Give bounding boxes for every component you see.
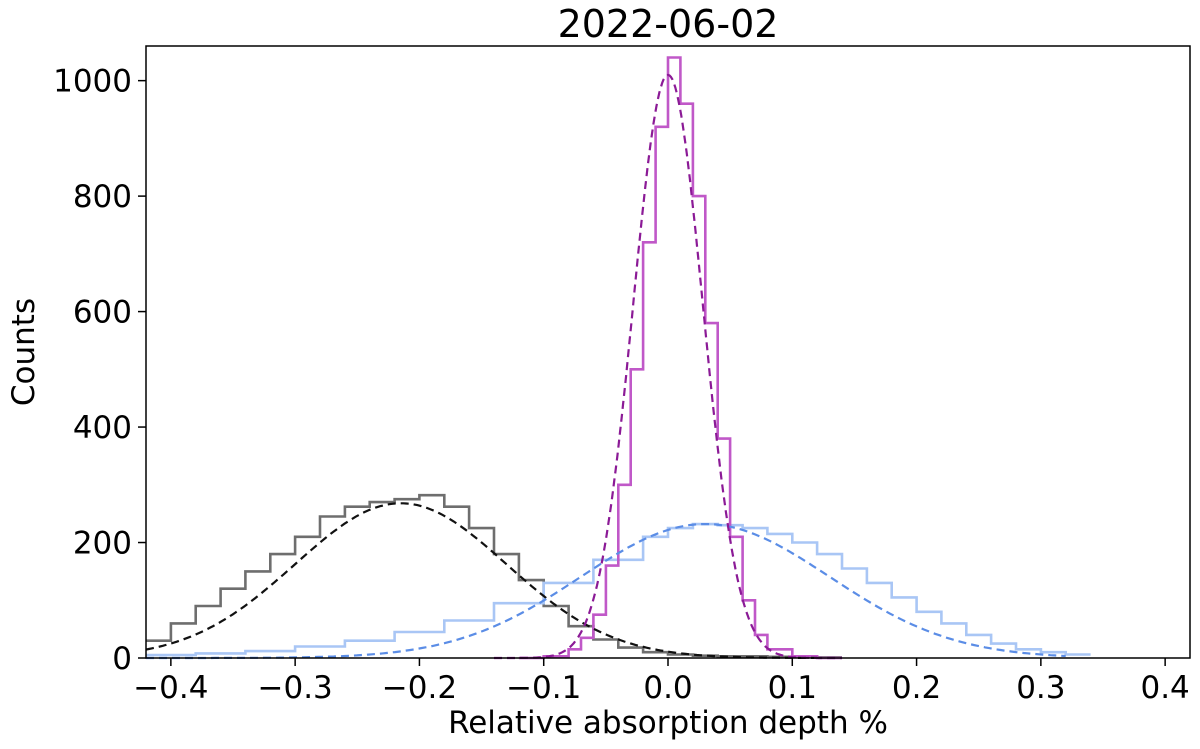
x-tick-label: −0.3 <box>258 670 333 706</box>
y-axis-label: Counts <box>6 298 42 406</box>
x-axis: −0.4 −0.3 −0.2 −0.1 0.0 0.1 0.2 0.3 0.4 <box>133 658 1190 706</box>
plot-area <box>145 56 1091 660</box>
x-tick-label: −0.2 <box>382 670 457 706</box>
x-tick-label: 0.4 <box>1140 670 1189 706</box>
y-tick-label: 1000 <box>53 64 132 100</box>
x-tick-label: −0.1 <box>506 670 581 706</box>
histogram-series-2 <box>518 56 842 660</box>
x-tick-label: 0.2 <box>892 670 941 706</box>
y-tick-label: 800 <box>73 179 132 215</box>
histogram-series-1 <box>146 522 1091 657</box>
x-tick-label: −0.4 <box>133 670 208 706</box>
gaussian-fit-5 <box>494 73 842 660</box>
y-tick-label: 400 <box>73 410 132 446</box>
gaussian-fit-3 <box>145 502 818 659</box>
x-tick-label: 0.0 <box>643 670 692 706</box>
y-tick-label: 200 <box>73 526 132 562</box>
gaussian-fit-4 <box>146 523 1066 660</box>
chart-title: 2022-06-02 <box>558 2 779 46</box>
y-axis: 0 200 400 600 800 1000 <box>53 64 146 677</box>
x-axis-label: Relative absorption depth % <box>448 705 888 741</box>
y-tick-label: 0 <box>112 641 132 677</box>
x-tick-label: 0.3 <box>1016 670 1065 706</box>
x-tick-label: 0.1 <box>768 670 817 706</box>
plot-frame <box>145 45 1191 659</box>
y-tick-label: 600 <box>73 295 132 331</box>
